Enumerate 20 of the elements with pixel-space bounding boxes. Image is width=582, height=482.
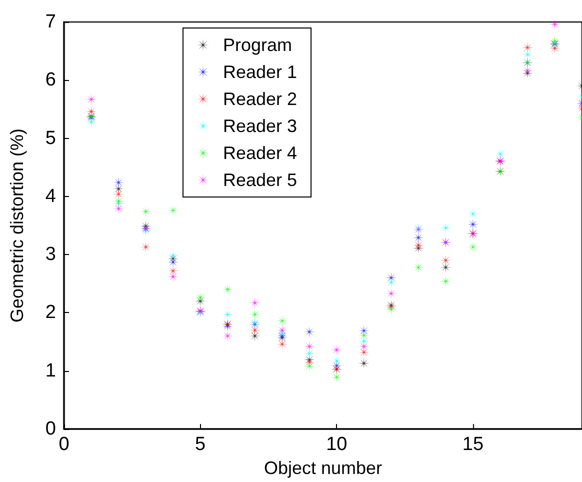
y-tick-label: 5 bbox=[45, 128, 56, 149]
y-axis-title: Geometric distortion (%) bbox=[7, 128, 27, 323]
legend-label: Reader 5 bbox=[223, 170, 298, 190]
y-tick-label: 3 bbox=[45, 244, 56, 266]
legend-label: Reader 4 bbox=[223, 143, 298, 163]
x-tick-label: 15 bbox=[462, 434, 484, 455]
x-tick-label: 5 bbox=[195, 434, 206, 455]
x-tick-label: 10 bbox=[326, 434, 348, 455]
legend-label: Program bbox=[223, 35, 292, 55]
x-axis-title: Object number bbox=[264, 458, 382, 478]
y-tick-label: 6 bbox=[45, 70, 56, 91]
legend-label: Reader 1 bbox=[223, 62, 298, 82]
y-tick-label: 1 bbox=[45, 360, 56, 382]
legend-label: Reader 2 bbox=[223, 89, 298, 109]
y-tick-label: 7 bbox=[45, 12, 56, 32]
x-tick-label: 0 bbox=[58, 434, 70, 455]
y-tick-label: 4 bbox=[45, 186, 56, 207]
legend-label: Reader 3 bbox=[223, 116, 298, 136]
y-tick-label: 0 bbox=[45, 418, 56, 440]
y-tick-label: 2 bbox=[45, 302, 56, 324]
